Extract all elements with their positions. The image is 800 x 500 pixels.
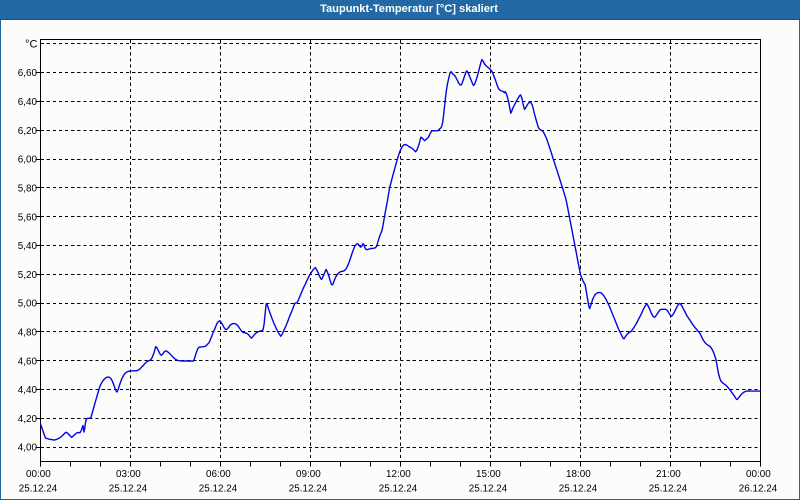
- svg-text:25.12.24: 25.12.24: [379, 484, 418, 495]
- svg-text:25.12.24: 25.12.24: [109, 484, 148, 495]
- svg-text:6,20: 6,20: [18, 126, 38, 137]
- svg-text:25.12.24: 25.12.24: [289, 484, 328, 495]
- svg-text:25.12.24: 25.12.24: [199, 484, 238, 495]
- svg-text:4,80: 4,80: [18, 328, 38, 339]
- svg-text:09:00: 09:00: [296, 469, 321, 480]
- svg-text:25.12.24: 25.12.24: [649, 484, 688, 495]
- svg-text:12:00: 12:00: [386, 469, 411, 480]
- svg-text:21:00: 21:00: [656, 469, 681, 480]
- svg-text:6,40: 6,40: [18, 97, 38, 108]
- svg-text:4,60: 4,60: [18, 356, 38, 367]
- svg-text:5,40: 5,40: [18, 241, 38, 252]
- svg-text:6,00: 6,00: [18, 155, 38, 166]
- svg-text:5,20: 5,20: [18, 270, 38, 281]
- svg-text:6,60: 6,60: [18, 68, 38, 79]
- svg-text:4,40: 4,40: [18, 385, 38, 396]
- svg-text:25.12.24: 25.12.24: [19, 484, 58, 495]
- svg-text:5,80: 5,80: [18, 184, 38, 195]
- svg-text:25.12.24: 25.12.24: [469, 484, 508, 495]
- svg-text:4,00: 4,00: [18, 443, 38, 454]
- svg-text:5,60: 5,60: [18, 212, 38, 223]
- svg-text:00:00: 00:00: [26, 469, 51, 480]
- svg-text:26.12.24: 26.12.24: [739, 484, 778, 495]
- svg-text:°C: °C: [25, 38, 37, 50]
- svg-text:06:00: 06:00: [206, 469, 231, 480]
- svg-text:5,00: 5,00: [18, 299, 38, 310]
- svg-text:4,20: 4,20: [18, 414, 38, 425]
- svg-text:03:00: 03:00: [116, 469, 141, 480]
- svg-text:15:00: 15:00: [476, 469, 501, 480]
- svg-text:18:00: 18:00: [566, 469, 591, 480]
- svg-text:00:00: 00:00: [746, 469, 771, 480]
- svg-text:25.12.24: 25.12.24: [559, 484, 598, 495]
